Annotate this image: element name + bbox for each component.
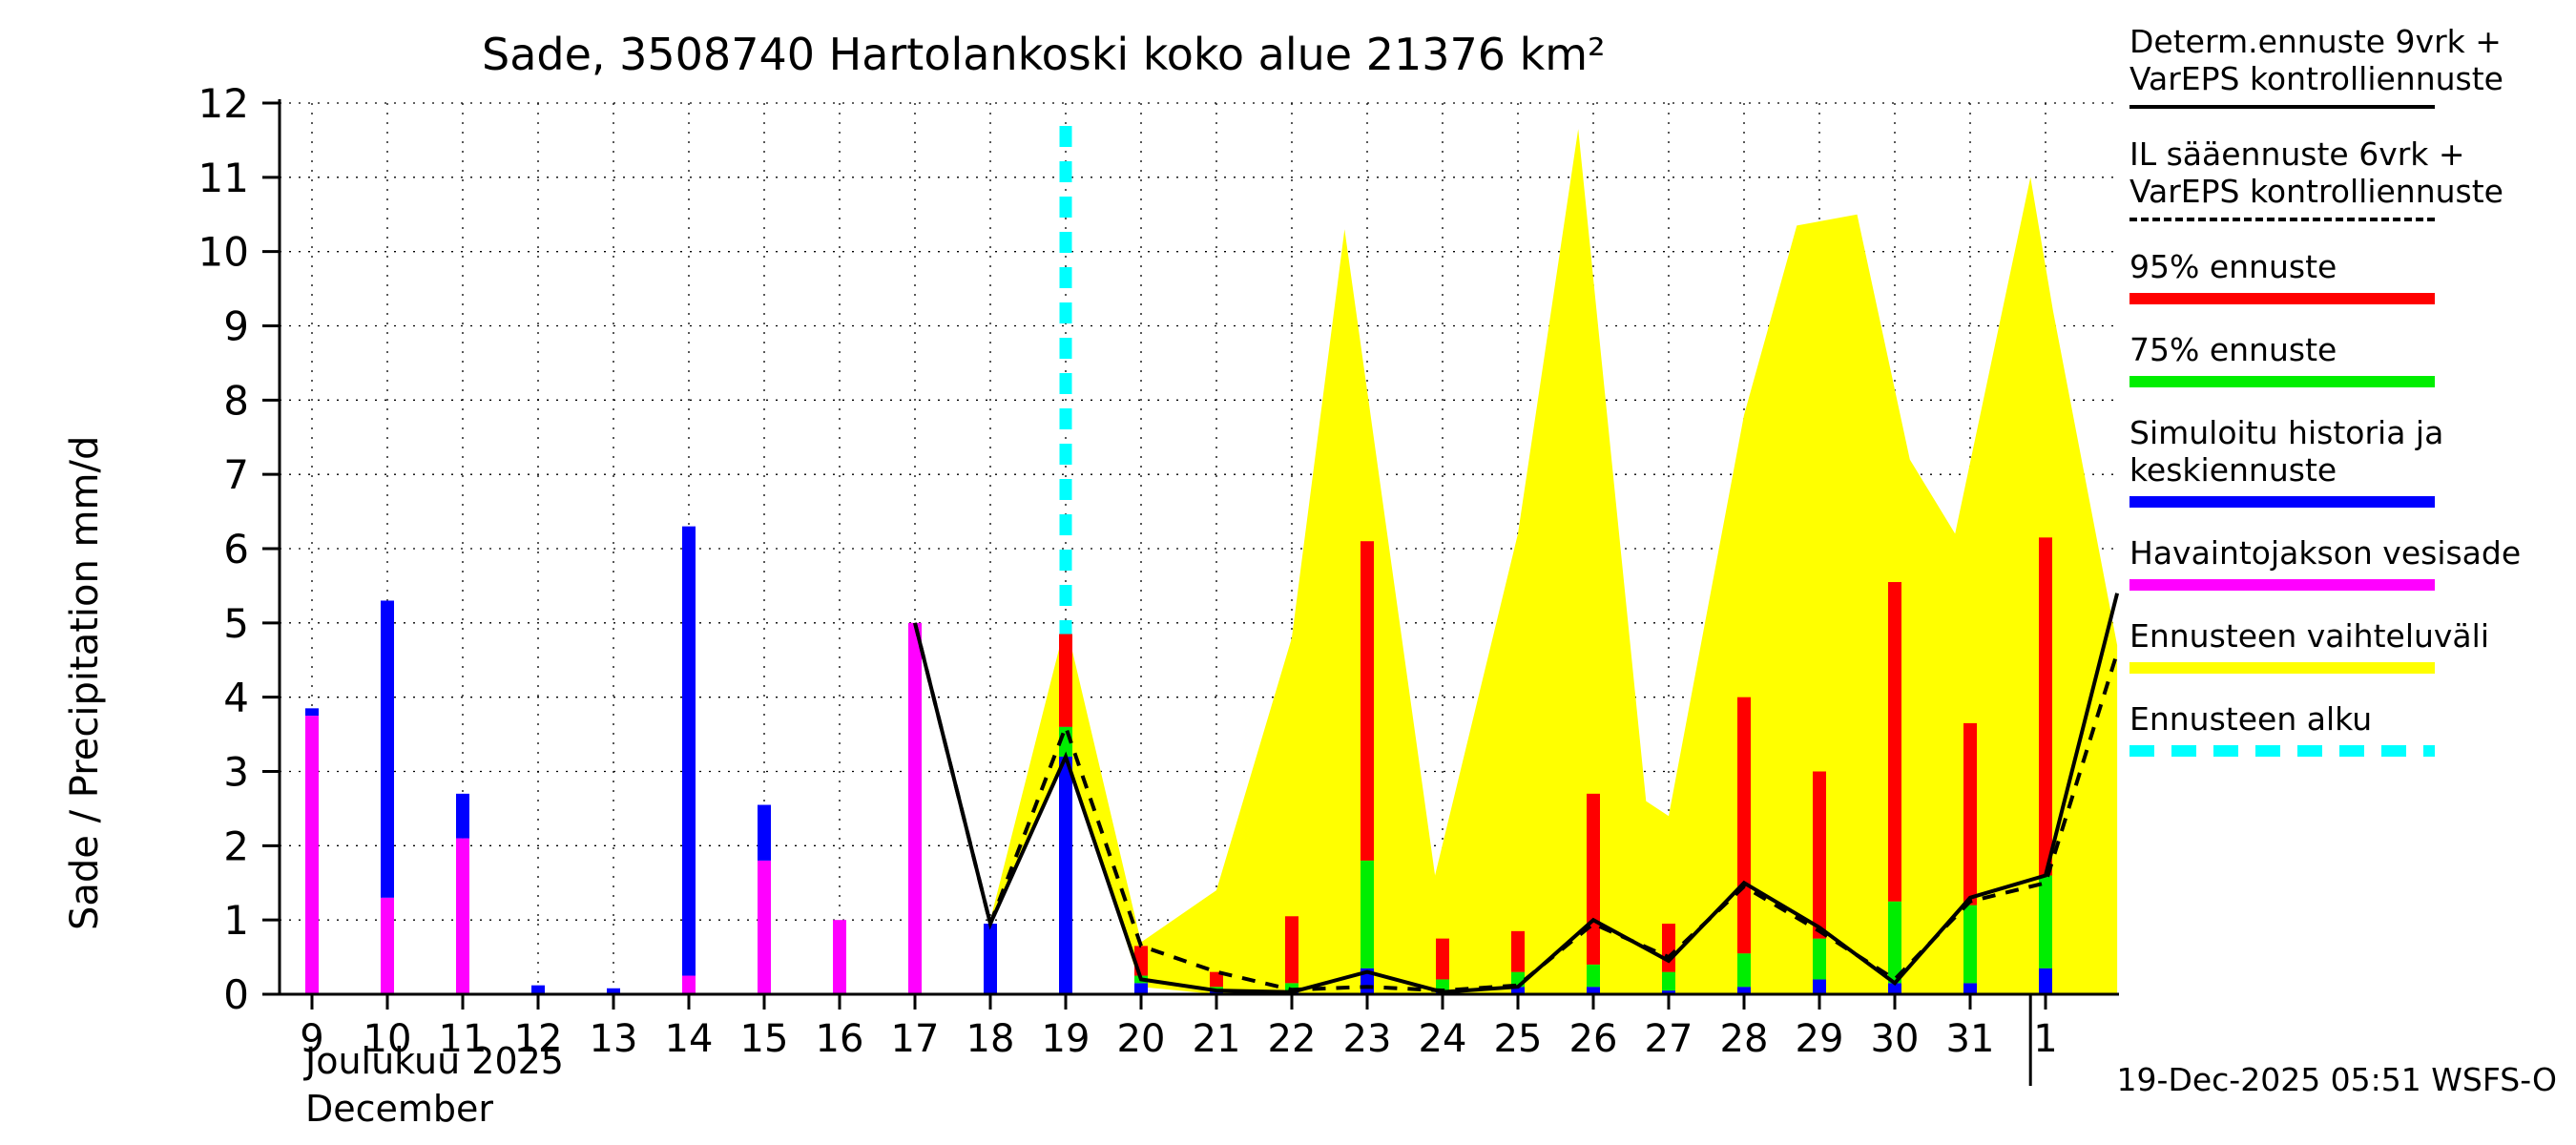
svg-text:11: 11 (439, 1017, 488, 1061)
legend-label: Ennusteen alku (2129, 700, 2373, 738)
svg-text:21: 21 (1193, 1017, 1241, 1061)
svg-text:10: 10 (364, 1017, 412, 1061)
legend-label: VarEPS kontrolliennuste (2129, 173, 2503, 210)
legend-sample-green-bar (2129, 376, 2435, 387)
svg-text:6: 6 (223, 526, 249, 572)
svg-text:16: 16 (816, 1017, 864, 1061)
svg-text:8: 8 (223, 377, 249, 424)
legend-label: Ennusteen vaihteluväli (2129, 617, 2489, 655)
legend-item-forecast-start: Ennusteen alku (2129, 700, 2573, 757)
svg-text:26: 26 (1569, 1017, 1618, 1061)
svg-text:20: 20 (1117, 1017, 1166, 1061)
y-axis-label: Sade / Precipitation mm/d (63, 435, 107, 930)
svg-text:22: 22 (1268, 1017, 1317, 1061)
legend-label: Simuloitu historia ja (2129, 414, 2444, 451)
svg-text:29: 29 (1796, 1017, 1844, 1061)
svg-text:24: 24 (1419, 1017, 1467, 1061)
legend-label: keskiennuste (2129, 451, 2337, 489)
chart-title: Sade, 3508740 Hartolankoski koko alue 21… (482, 29, 1606, 80)
svg-text:23: 23 (1343, 1017, 1392, 1061)
svg-text:27: 27 (1645, 1017, 1693, 1061)
svg-text:31: 31 (1946, 1017, 1995, 1061)
svg-text:2: 2 (223, 822, 249, 869)
deterministic-forecast-line (913, 593, 2120, 994)
legend: Determ.ennuste 9vrk + VarEPS kontrollien… (2129, 23, 2573, 783)
svg-text:4: 4 (223, 675, 249, 721)
legend-sample-cyan-dashed-line (2129, 745, 2435, 757)
x-axis-month-label-en: December (305, 1088, 494, 1130)
svg-text:9: 9 (300, 1017, 323, 1061)
legend-item-il-weather-forecast: IL sääennuste 6vrk + VarEPS kontrollienn… (2129, 135, 2573, 221)
legend-item-observed-precipitation: Havaintojakson vesisade (2129, 534, 2573, 591)
svg-text:11: 11 (198, 155, 249, 201)
svg-text:5: 5 (223, 600, 249, 647)
svg-text:14: 14 (665, 1017, 714, 1061)
generation-timestamp: 19-Dec-2025 05:51 WSFS-O (2116, 1061, 2557, 1098)
legend-sample-yellow-band (2129, 662, 2435, 674)
svg-text:1: 1 (223, 897, 249, 944)
legend-label: IL sääennuste 6vrk + (2129, 135, 2465, 173)
legend-sample-solid-black-line (2129, 105, 2435, 109)
svg-text:10: 10 (198, 229, 249, 276)
legend-item-75-percent: 75% ennuste (2129, 331, 2573, 387)
svg-text:9: 9 (223, 303, 249, 350)
svg-text:3: 3 (223, 749, 249, 796)
legend-label: 75% ennuste (2129, 331, 2337, 368)
legend-label: Determ.ennuste 9vrk + (2129, 23, 2502, 60)
forecast-range-band (990, 129, 2118, 994)
svg-text:17: 17 (891, 1017, 940, 1061)
legend-item-forecast-range: Ennusteen vaihteluväli (2129, 617, 2573, 674)
svg-text:19: 19 (1042, 1017, 1091, 1061)
legend-sample-red-bar (2129, 293, 2435, 304)
svg-text:25: 25 (1494, 1017, 1543, 1061)
svg-text:1: 1 (2033, 1017, 2057, 1061)
svg-text:0: 0 (223, 971, 249, 1018)
legend-sample-dashed-black-line (2129, 218, 2435, 221)
legend-item-deterministic-forecast: Determ.ennuste 9vrk + VarEPS kontrollien… (2129, 23, 2573, 109)
svg-text:7: 7 (223, 451, 249, 498)
legend-label: Havaintojakson vesisade (2129, 534, 2522, 572)
svg-text:18: 18 (966, 1017, 1015, 1061)
svg-text:12: 12 (514, 1017, 563, 1061)
legend-item-simulated-history: Simuloitu historia ja keskiennuste (2129, 414, 2573, 508)
grid (280, 102, 2119, 994)
legend-sample-blue-bar (2129, 496, 2435, 508)
svg-text:13: 13 (590, 1017, 638, 1061)
svg-text:12: 12 (198, 80, 249, 127)
svg-text:28: 28 (1720, 1017, 1769, 1061)
legend-label: VarEPS kontrolliennuste (2129, 60, 2503, 97)
legend-item-95-percent: 95% ennuste (2129, 248, 2573, 304)
svg-text:30: 30 (1871, 1017, 1920, 1061)
precipitation-bars (305, 526, 2052, 994)
svg-text:15: 15 (740, 1017, 789, 1061)
legend-sample-magenta-bar (2129, 579, 2435, 591)
legend-label: 95% ennuste (2129, 248, 2337, 285)
x-axis-month-label-fi: Joulukuu 2025 (305, 1040, 564, 1082)
